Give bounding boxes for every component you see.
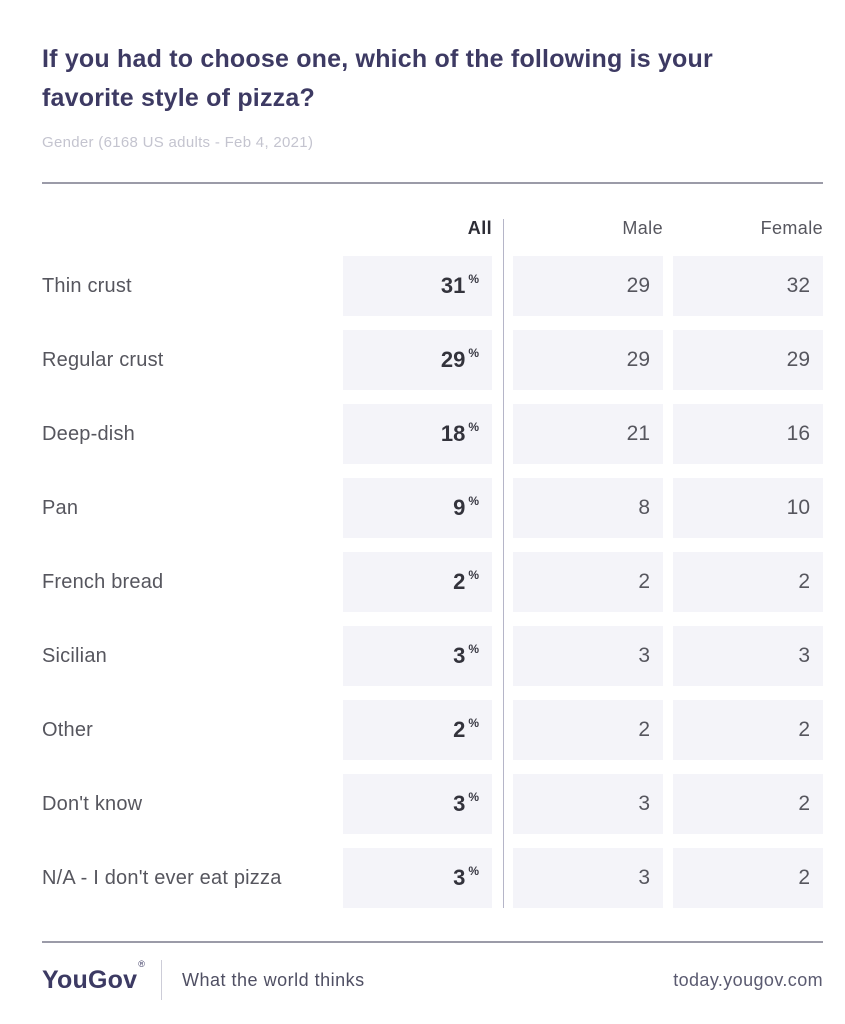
cell-all: 3% <box>343 774 492 834</box>
row-label: Don't know <box>42 792 143 815</box>
cell-all: 2% <box>343 552 492 612</box>
all-value: 18 <box>440 421 466 446</box>
row-label: N/A - I don't ever eat pizza <box>42 866 282 889</box>
column-header-female: Female <box>760 218 823 238</box>
cell-female: 2 <box>673 552 823 612</box>
all-value: 3 <box>453 865 466 890</box>
percent-sign: % <box>468 346 479 360</box>
cell-all: 29% <box>343 330 492 390</box>
percent-sign: % <box>468 420 479 434</box>
table-header-row: All Male Female <box>42 215 823 242</box>
cell-female: 2 <box>673 700 823 760</box>
registered-trademark-icon: ® <box>138 959 146 970</box>
cell-all: 9% <box>343 478 492 538</box>
cell-all: 18% <box>343 404 492 464</box>
all-column-separator <box>503 219 504 908</box>
column-header-male: Male <box>622 218 663 238</box>
table-row: Other 2% 2 2 <box>42 700 823 760</box>
cell-male: 3 <box>513 774 663 834</box>
cell-male: 8 <box>513 478 663 538</box>
footer-separator <box>161 960 163 1000</box>
percent-sign: % <box>468 272 479 286</box>
percent-sign: % <box>468 494 479 508</box>
row-label: French bread <box>42 570 164 593</box>
cell-male: 29 <box>513 256 663 316</box>
table-body: Thin crust 31% 29 32 Regular crust 29% 2… <box>42 256 823 908</box>
row-label: Pan <box>42 496 79 519</box>
sample-info: Gender (6168 US adults - Feb 4, 2021) <box>42 134 314 151</box>
cell-female: 10 <box>673 478 823 538</box>
cell-female: 3 <box>673 626 823 686</box>
row-label: Other <box>42 718 94 741</box>
table-row: Don't know 3% 3 2 <box>42 774 823 834</box>
table-row: Sicilian 3% 3 3 <box>42 626 823 686</box>
footer: YouGov® What the world thinks today.youg… <box>42 959 823 1000</box>
yougov-logo: YouGov® <box>42 959 146 994</box>
cell-female: 32 <box>673 256 823 316</box>
percent-sign: % <box>468 790 479 804</box>
cell-male: 3 <box>513 626 663 686</box>
cell-all: 3% <box>343 848 492 908</box>
cell-female: 29 <box>673 330 823 390</box>
top-divider <box>42 182 823 184</box>
table-row: N/A - I don't ever eat pizza 3% 3 2 <box>42 848 823 908</box>
cell-all: 31% <box>343 256 492 316</box>
all-value: 2 <box>453 569 466 594</box>
all-value: 9 <box>453 495 466 520</box>
table-row: Regular crust 29% 29 29 <box>42 330 823 390</box>
percent-sign: % <box>468 716 479 730</box>
cell-male: 29 <box>513 330 663 390</box>
all-value: 3 <box>453 643 466 668</box>
table-row: French bread 2% 2 2 <box>42 552 823 612</box>
cell-male: 3 <box>513 848 663 908</box>
all-value: 3 <box>453 791 466 816</box>
cell-female: 2 <box>673 774 823 834</box>
row-label: Regular crust <box>42 348 164 371</box>
results-table: All Male Female Thin crust 31% 29 32 Reg… <box>42 215 823 908</box>
row-label: Sicilian <box>42 644 107 667</box>
all-value: 2 <box>453 717 466 742</box>
table-row: Pan 9% 8 10 <box>42 478 823 538</box>
cell-female: 2 <box>673 848 823 908</box>
bottom-divider <box>42 941 823 943</box>
percent-sign: % <box>468 642 479 656</box>
cell-all: 2% <box>343 700 492 760</box>
cell-male: 2 <box>513 700 663 760</box>
column-header-all: All <box>467 218 492 238</box>
page-title: If you had to choose one, which of the f… <box>42 45 713 112</box>
percent-sign: % <box>468 568 479 582</box>
percent-sign: % <box>468 864 479 878</box>
all-value: 29 <box>440 347 466 372</box>
cell-female: 16 <box>673 404 823 464</box>
row-label: Thin crust <box>42 274 132 297</box>
table-row: Thin crust 31% 29 32 <box>42 256 823 316</box>
cell-male: 21 <box>513 404 663 464</box>
table-row: Deep-dish 18% 21 16 <box>42 404 823 464</box>
footer-tagline: What the world thinks <box>182 969 365 990</box>
cell-male: 2 <box>513 552 663 612</box>
cell-all: 3% <box>343 626 492 686</box>
row-label: Deep-dish <box>42 422 135 445</box>
footer-url[interactable]: today.yougov.com <box>673 969 823 990</box>
all-value: 31 <box>440 273 466 298</box>
